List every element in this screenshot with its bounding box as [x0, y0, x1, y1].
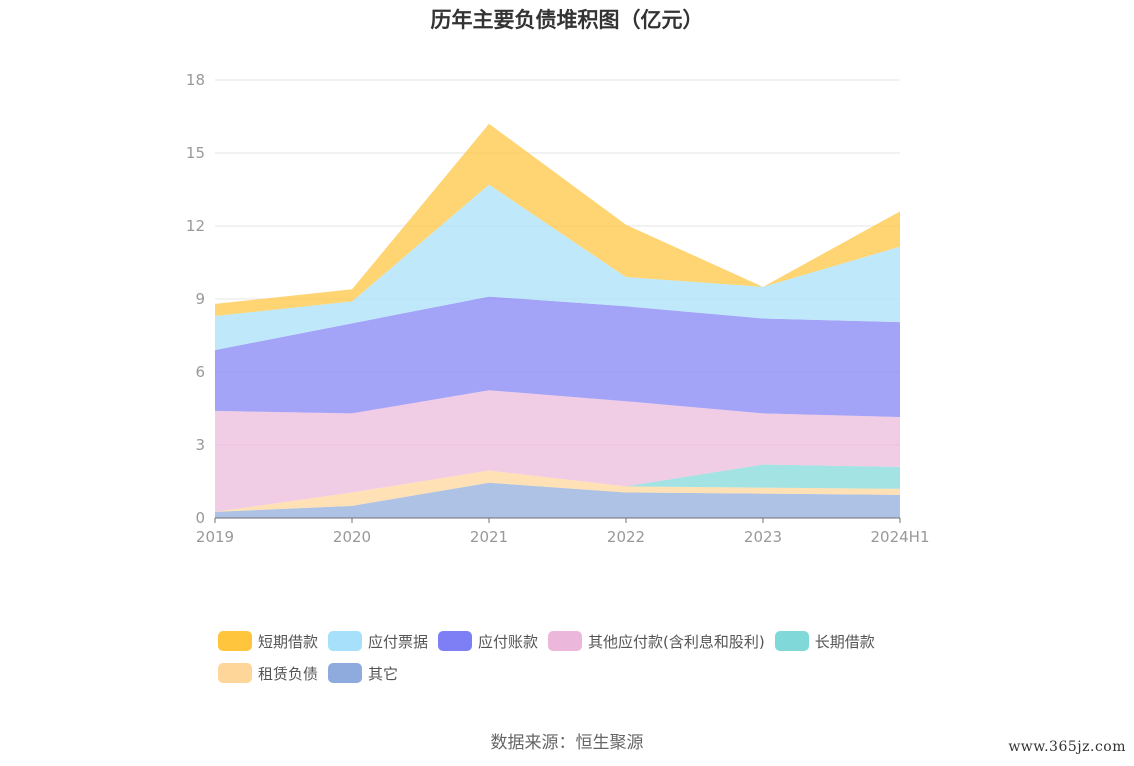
legend-label: 短期借款 [258, 632, 319, 651]
legend-item[interactable]: 其他应付款(含利息和股利) [548, 630, 765, 652]
legend-item[interactable]: 应付账款 [438, 630, 538, 652]
x-tick-label: 2021 [470, 528, 508, 546]
chart-title: 历年主要负债堆积图（亿元） [430, 8, 704, 32]
legend-swatch [218, 663, 252, 683]
source-note: 数据来源：恒生聚源 [490, 733, 644, 753]
legend-swatch [438, 631, 473, 651]
legend-label: 长期借款 [814, 632, 875, 651]
area-series-4 [215, 390, 900, 512]
x-tick-label: 2020 [333, 528, 371, 546]
legend-item[interactable]: 长期借款 [774, 630, 875, 652]
legend-swatch [548, 631, 583, 651]
chart-legend: 短期借款 应付票据 应付账款 其他应付款(含利息和股利) 长期借款租赁负债 其它 [218, 630, 958, 694]
legend-swatch [328, 663, 363, 683]
stacked-area-chart: 0 3 6 9 12 15 18 2019 2020 2021 2022 2023 2024H1 [186, 71, 930, 546]
y-tick-label: 6 [195, 363, 205, 381]
y-tick-label: 15 [186, 144, 205, 162]
watermark: www.365jz.com [1008, 739, 1126, 755]
x-tick-label: 2023 [744, 528, 782, 546]
legend-label: 其它 [368, 664, 399, 683]
legend-swatch [218, 631, 252, 651]
area-series-1 [215, 482, 900, 518]
legend-label: 应付账款 [478, 632, 539, 651]
x-tick-label: 2024H1 [871, 528, 930, 546]
x-tick-label: 2019 [196, 528, 234, 546]
y-tick-label: 3 [195, 436, 205, 454]
legend-swatch [774, 631, 809, 651]
legend-item[interactable]: 其它 [328, 662, 398, 684]
area-series-2 [215, 470, 900, 512]
legend-label: 应付票据 [368, 632, 429, 651]
y-tick-label: 12 [186, 217, 205, 235]
area-series-5 [215, 296, 900, 418]
legend-label: 租赁负债 [258, 664, 319, 683]
area-series-3 [215, 464, 900, 512]
legend-label: 其他应付款(含利息和股利) [588, 632, 765, 651]
y-tick-label: 18 [186, 71, 205, 89]
y-tick-label: 9 [195, 290, 205, 308]
legend-item[interactable]: 租赁负债 [218, 662, 318, 684]
y-tick-label: 0 [195, 509, 205, 527]
area-series-7 [215, 123, 900, 317]
legend-item[interactable]: 应付票据 [328, 630, 428, 652]
legend-item[interactable]: 短期借款 [218, 630, 318, 652]
area-series-6 [215, 184, 900, 351]
x-tick-label: 2022 [607, 528, 645, 546]
legend-swatch [328, 631, 363, 651]
